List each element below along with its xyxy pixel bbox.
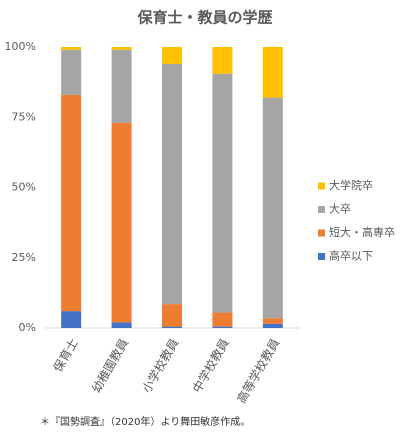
legend-swatch <box>318 253 325 260</box>
x-tick-label: 小学校教員 <box>139 336 182 395</box>
y-tick-label: 50% <box>12 181 36 194</box>
y-tick-label: 75% <box>12 110 36 123</box>
bar-segment <box>162 63 182 305</box>
bar-segment <box>61 49 82 95</box>
legend-label: 高卒以下 <box>329 249 373 263</box>
bar-segment <box>212 312 233 327</box>
bar-segment <box>212 47 233 74</box>
legend-label: 大卒 <box>329 202 351 216</box>
bar-segment <box>162 304 182 327</box>
y-tick-label: 100% <box>5 40 36 53</box>
legend-swatch <box>318 206 325 213</box>
bar-segment <box>61 311 82 328</box>
bar-segment <box>262 47 283 98</box>
bar-segment <box>212 73 233 313</box>
bar-segment <box>262 323 283 328</box>
bar-segment <box>212 326 233 328</box>
x-tick-label: 高等学校教員 <box>233 336 282 406</box>
bar-segment <box>162 326 182 328</box>
x-tick-label: 幼稚園教員 <box>88 336 131 395</box>
bar-segment <box>262 318 283 324</box>
bar-segment <box>111 47 132 50</box>
y-tick-label: 0% <box>19 321 36 334</box>
legend-label: 短大・高専卒 <box>329 225 395 239</box>
x-tick-label: 中学校教員 <box>189 336 232 395</box>
legend-label: 大学院卒 <box>329 178 373 192</box>
bar-segment <box>61 94 82 312</box>
legend-swatch <box>318 229 325 237</box>
x-tick-label: 保育士 <box>50 336 81 375</box>
bar-segment <box>262 97 283 319</box>
bar-segment <box>111 49 132 123</box>
footnote: ＊『国勢調査』（2020年）より舞田敏彦作成。 <box>40 415 250 428</box>
bar-segment <box>111 322 132 328</box>
bar-segment <box>162 47 182 64</box>
y-tick-label: 25% <box>12 251 36 264</box>
legend-swatch <box>318 182 325 190</box>
chart-title: 保育士・教員の学歴 <box>136 9 272 27</box>
bar-segment <box>111 122 132 323</box>
bar-segment <box>61 47 82 50</box>
